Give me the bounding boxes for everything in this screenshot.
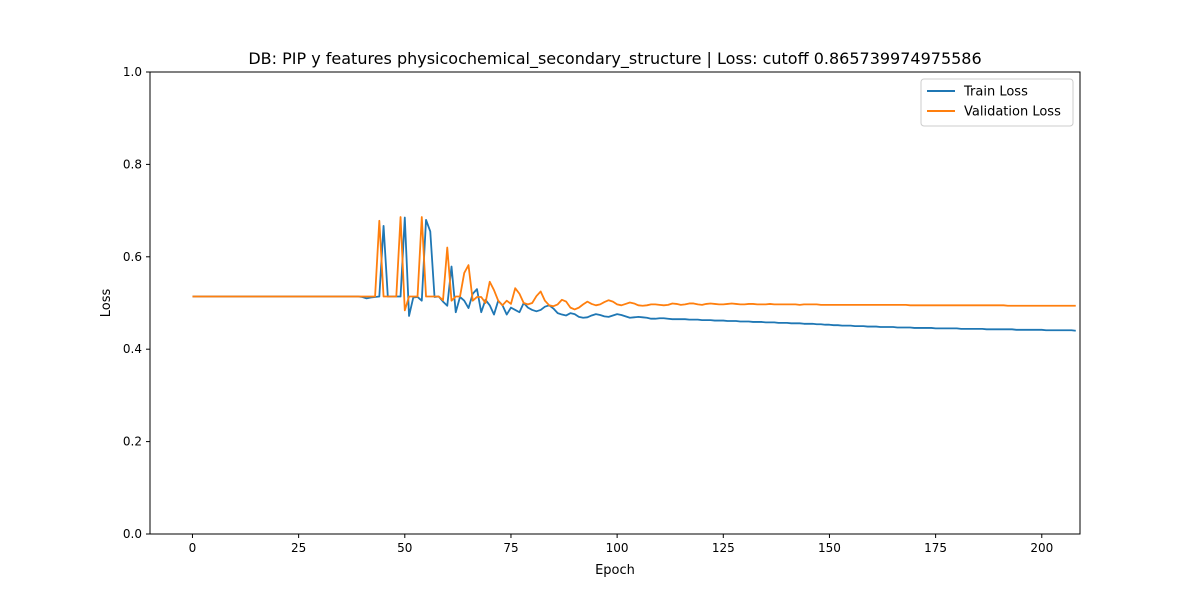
chart-title: DB: PIP y features physicochemical_secon…	[248, 49, 981, 69]
x-tick-label: 50	[397, 541, 412, 555]
x-tick-label: 175	[924, 541, 947, 555]
legend-box	[920, 78, 1074, 127]
x-tick-label: 125	[712, 541, 735, 555]
y-tick-label: 0.6	[123, 250, 142, 264]
y-tick-label: 0.2	[123, 435, 142, 449]
y-tick-label: 0.8	[123, 157, 142, 171]
y-tick-label: 0.0	[123, 527, 142, 541]
x-axis-label: Epoch	[595, 563, 635, 578]
x-tick-label: 25	[291, 541, 306, 555]
legend-label: Validation Loss	[964, 105, 1061, 120]
series-line-validation-loss	[192, 216, 1076, 312]
plot-frame	[149, 71, 1081, 535]
y-tick-label: 0.4	[123, 342, 142, 356]
x-tick-label: 75	[503, 541, 518, 555]
y-axis: 0.0 0.2 0.4 0.6 0.8 1.0	[123, 65, 150, 541]
x-axis: 0 25 50 75 100 125 150 175 200	[189, 534, 1053, 555]
y-tick-label: 1.0	[123, 65, 142, 79]
y-axis-label: Loss	[99, 289, 114, 318]
legend: Train Loss Validation Loss	[920, 78, 1074, 127]
legend-label: Train Loss	[963, 85, 1028, 100]
x-tick-label: 0	[189, 541, 197, 555]
x-tick-label: 200	[1030, 541, 1053, 555]
x-tick-label: 100	[606, 541, 629, 555]
x-tick-label: 150	[818, 541, 841, 555]
